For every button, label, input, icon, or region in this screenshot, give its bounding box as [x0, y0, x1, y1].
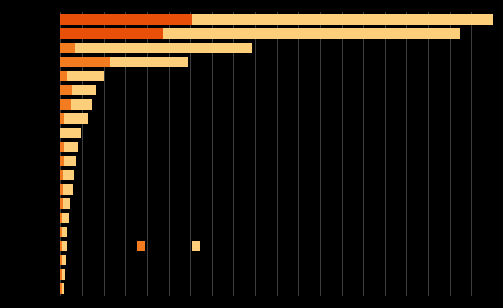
Bar [64, 156, 75, 166]
Bar [60, 113, 64, 124]
Bar [163, 28, 460, 39]
Bar [64, 142, 78, 152]
Bar [60, 241, 62, 251]
Bar [62, 269, 65, 280]
Bar [60, 170, 63, 180]
Bar [60, 128, 80, 138]
Bar [70, 99, 92, 110]
Bar [63, 184, 73, 195]
Bar [60, 99, 70, 110]
Bar [60, 213, 62, 223]
Bar [66, 71, 104, 81]
Bar [62, 241, 66, 251]
Bar [62, 213, 68, 223]
Bar [192, 241, 200, 251]
Bar [60, 283, 61, 294]
Bar [61, 283, 64, 294]
Bar [60, 28, 163, 39]
Bar [60, 255, 62, 265]
Bar [60, 43, 75, 53]
Bar [62, 227, 67, 237]
Bar [62, 255, 66, 265]
Bar [60, 269, 62, 280]
Bar [60, 227, 62, 237]
Bar [63, 198, 70, 209]
Bar [60, 156, 64, 166]
Bar [60, 14, 192, 25]
Bar [75, 43, 252, 53]
Bar [60, 184, 63, 195]
Bar [137, 241, 145, 251]
Bar [64, 113, 88, 124]
Bar [60, 57, 110, 67]
Bar [60, 198, 63, 209]
Bar [192, 14, 501, 25]
Bar [110, 57, 188, 67]
Bar [72, 85, 96, 95]
Bar [60, 71, 66, 81]
Bar [60, 142, 64, 152]
Bar [60, 85, 72, 95]
Bar [63, 170, 74, 180]
